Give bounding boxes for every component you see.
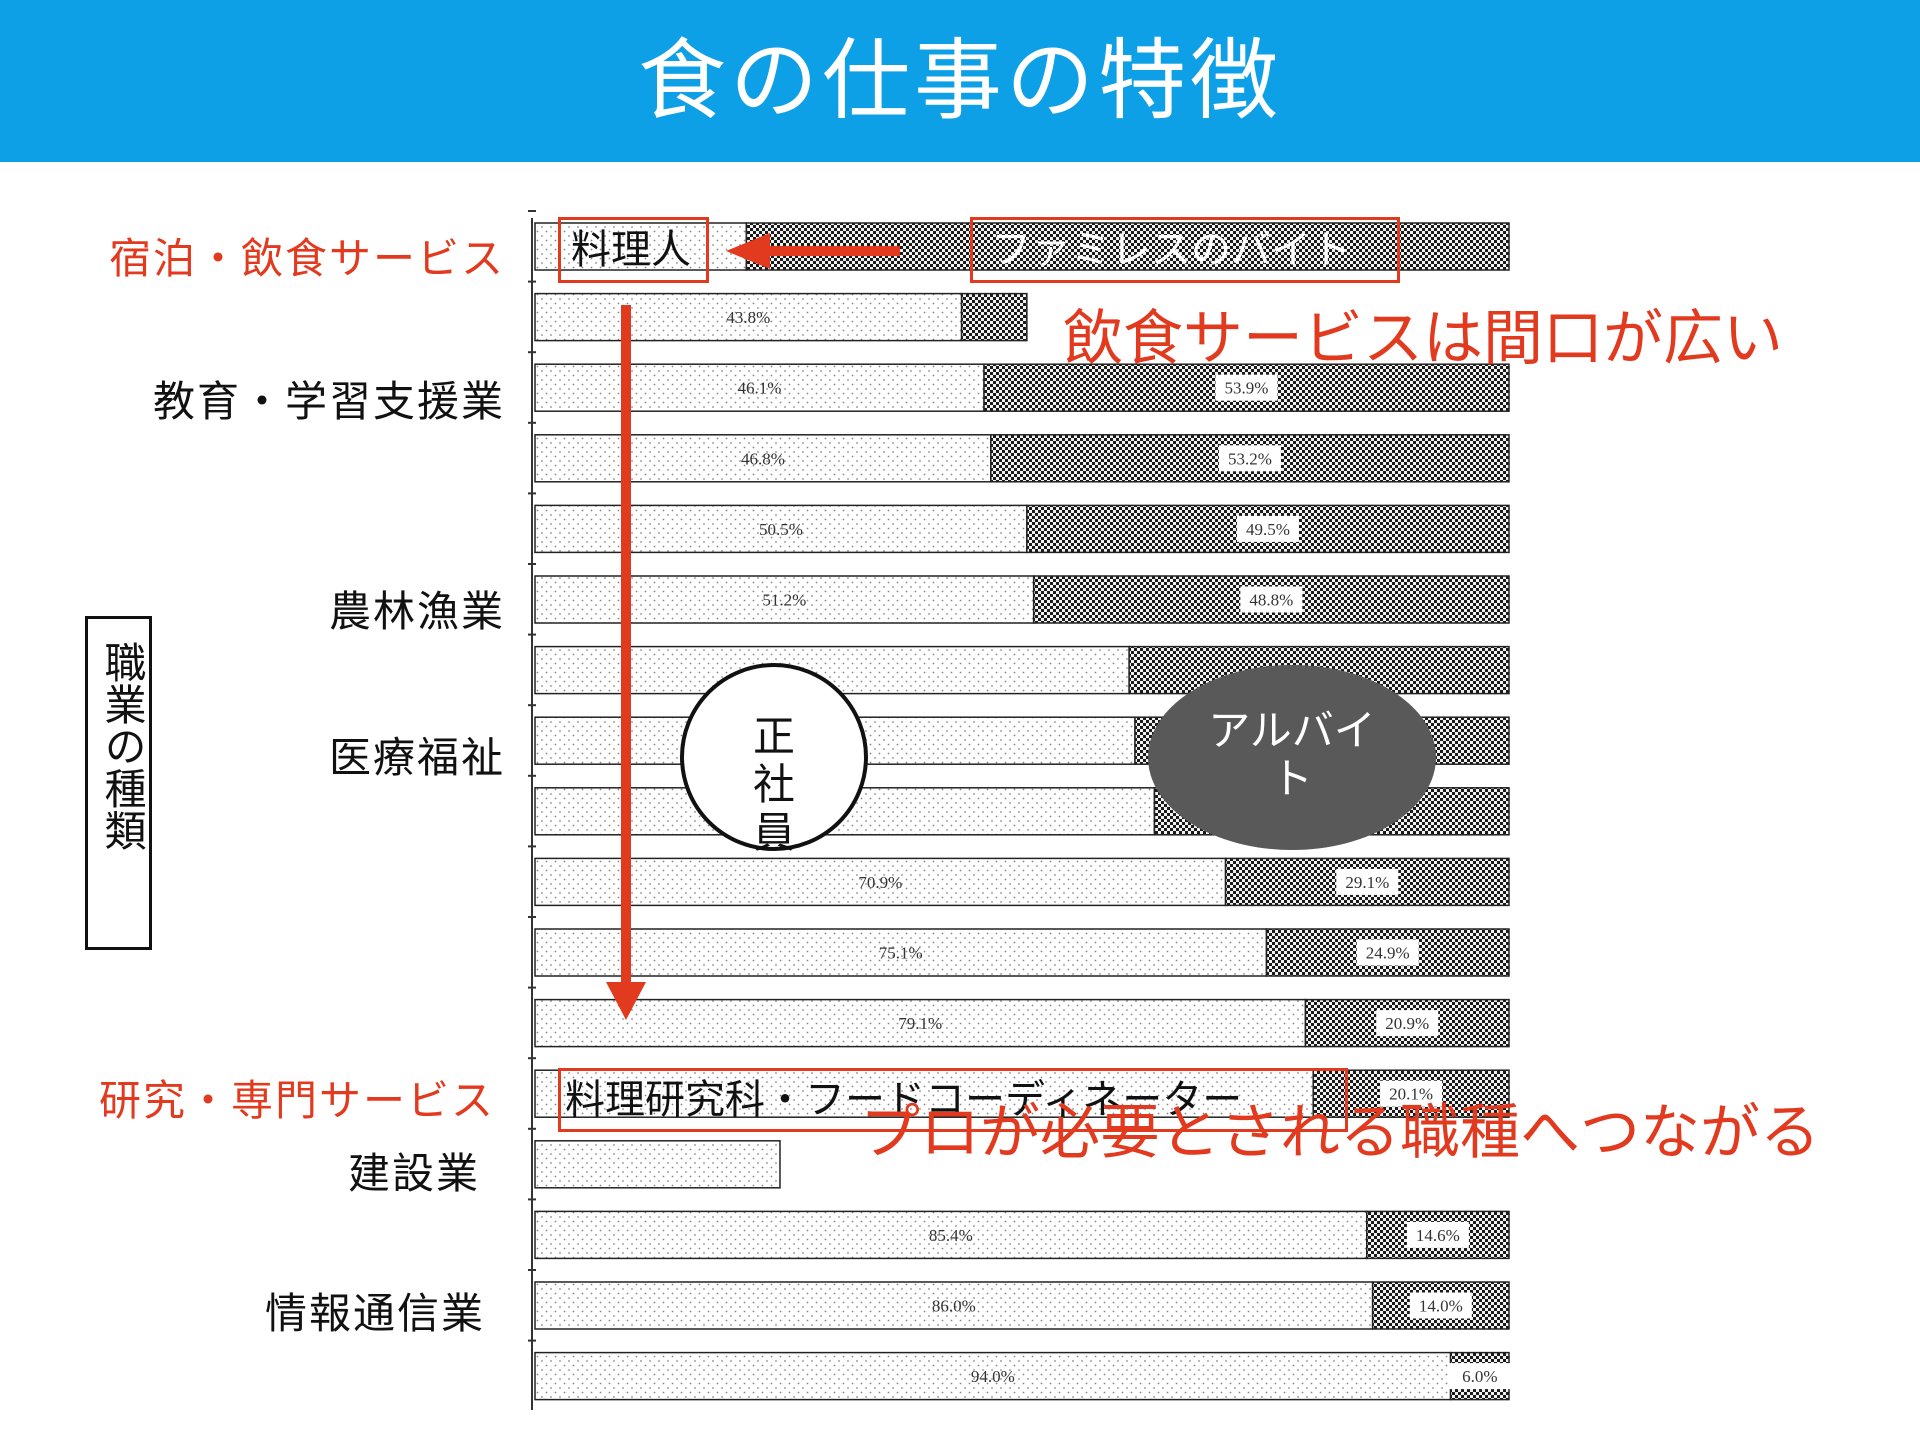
ylabel-it: 情報通信業	[264, 1289, 485, 1338]
food-pro-label: 料理研究科・フードコーディネーター	[558, 1068, 1348, 1132]
value-label-arubaito: 14.0%	[1419, 1297, 1463, 1316]
bar-seishain	[534, 575, 1035, 624]
cook-label: 料理人	[558, 217, 709, 283]
value-label-arubaito: 48.8%	[1249, 591, 1293, 610]
ylabel-research: 研究・専門サービス	[98, 1076, 495, 1125]
down-arrow-head	[606, 982, 646, 1020]
bar-seishain	[534, 363, 985, 412]
value-label-seishain: 43.8%	[726, 308, 770, 327]
value-label-seishain: 70.9%	[858, 873, 902, 892]
value-label-arubaito: 20.9%	[1385, 1014, 1429, 1033]
value-label-bg	[1218, 445, 1281, 472]
value-label-seishain: 86.0%	[932, 1297, 976, 1316]
bar-seishain	[534, 857, 1227, 907]
value-label-arubaito: 6.0%	[1462, 1367, 1497, 1386]
ylabel-medical: 医療福祉	[328, 733, 505, 782]
annotation-bottom: プロが必要とされる職種へつながる	[860, 1098, 1820, 1168]
bar-arubaito	[1304, 998, 1510, 1048]
bar-seishain	[534, 222, 748, 271]
family-restaurant-label: ファミレスのバイト	[970, 217, 1400, 283]
value-label-bg	[1215, 374, 1278, 401]
annotation-top: 飲食サービスは間口が広い	[1063, 304, 1783, 374]
bar-seishain	[534, 1069, 1314, 1118]
value-label-seishain: 51.2%	[762, 591, 806, 610]
bar-seishain-partial	[534, 1140, 781, 1189]
ylabel-education: 教育・学習支援業	[152, 377, 505, 426]
value-label-bg	[1380, 1080, 1443, 1107]
bar-seishain	[534, 434, 992, 483]
ylabel-construction: 建設業	[347, 1149, 480, 1198]
value-label-seishain: 79.1%	[898, 1014, 942, 1033]
value-label-bg	[1236, 515, 1299, 542]
bar-seishain	[534, 998, 1307, 1048]
bar-seishain	[534, 1281, 1374, 1330]
value-label-bg	[1336, 868, 1399, 895]
value-label-seishain: 50.5%	[759, 520, 803, 539]
ylabel-hospitality: 宿泊・飲食サービス	[108, 234, 505, 283]
value-label-bg	[1356, 939, 1419, 966]
value-label-bg	[1409, 1292, 1472, 1319]
arubaito-circle: アルバイト	[1148, 665, 1436, 850]
value-label-seishain: 85.4%	[929, 1226, 973, 1245]
axis-title: 職業の種類	[98, 641, 147, 851]
left-arrow-head	[726, 233, 770, 269]
value-label-arubaito: 29.1%	[1345, 873, 1389, 892]
value-label-arubaito: 20.1%	[1389, 1085, 1433, 1104]
header-bar: 食の仕事の特徴	[0, 0, 1920, 162]
seishain-circle: 正社員	[680, 663, 868, 857]
bar-seishain	[534, 1351, 1452, 1401]
axis-title-box: 職業の種類	[85, 616, 152, 950]
value-label-arubaito: 49.5%	[1246, 520, 1290, 539]
value-label-arubaito: 53.2%	[1228, 449, 1272, 468]
value-label-bg	[1240, 586, 1303, 613]
value-label-seishain: 46.1%	[738, 379, 782, 398]
value-label-arubaito: 24.9%	[1366, 944, 1410, 963]
ylabel-agriculture: 農林漁業	[328, 587, 505, 636]
value-label-bg	[1376, 1010, 1439, 1037]
value-label-arubaito: 14.6%	[1416, 1226, 1460, 1245]
value-label-bg	[1406, 1221, 1469, 1248]
value-label-seishain: 75.1%	[879, 944, 923, 963]
value-label-seishain: 46.8%	[741, 449, 785, 468]
value-label-seishain: 94.0%	[971, 1367, 1015, 1386]
value-label-arubaito: 53.9%	[1225, 379, 1269, 398]
bar-seishain	[534, 928, 1268, 977]
bar-arubaito	[960, 292, 1028, 342]
page-title: 食の仕事の特徴	[637, 29, 1282, 132]
value-label-bg	[1448, 1363, 1511, 1390]
